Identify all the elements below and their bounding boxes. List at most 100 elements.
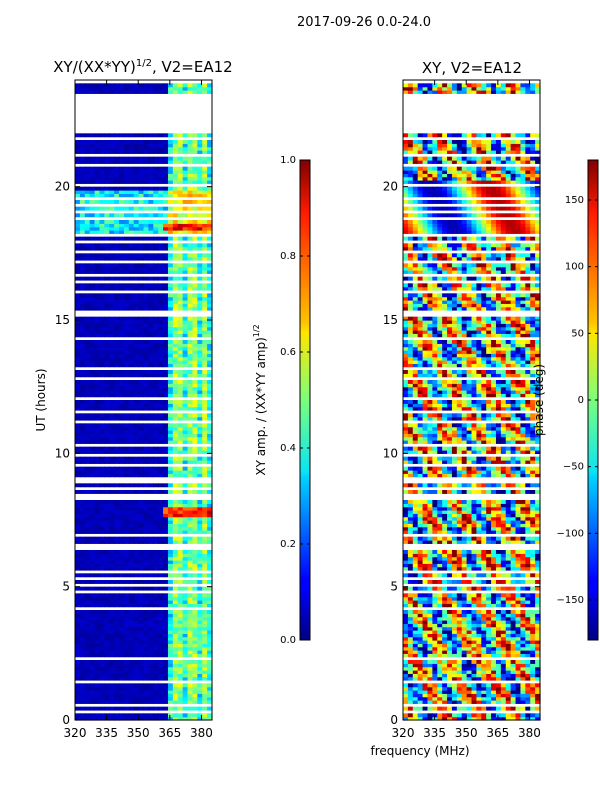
phase-cell [476, 620, 482, 624]
amplitude-cell [123, 566, 130, 571]
phase-cell [525, 650, 531, 654]
amplitude-cell [202, 530, 208, 534]
phase-cell [535, 666, 541, 671]
amplitude-cell [138, 600, 145, 604]
amplitude-cell [99, 686, 105, 691]
amplitude-cell [94, 450, 101, 454]
phase-cell [407, 640, 414, 644]
amplitude-cell [187, 500, 194, 504]
amplitude-cell [104, 243, 110, 248]
amplitude-cell [182, 563, 189, 568]
amplitude-cell [79, 413, 86, 418]
amplitude-cell [123, 383, 130, 388]
amplitude-cell [197, 683, 203, 688]
amplitude-cell [84, 700, 91, 704]
amplitude-cell [109, 296, 115, 301]
amplitude-cell [138, 86, 145, 91]
amplitude-cell [75, 170, 81, 174]
amplitude-cell [99, 623, 105, 628]
amplitude-cell [114, 270, 120, 274]
amplitude-cell [177, 540, 184, 544]
phase-row [403, 683, 541, 688]
amplitude-row [75, 370, 213, 374]
amplitude-cell [197, 663, 203, 668]
phase-cell [447, 686, 453, 691]
phase-cell [456, 616, 463, 621]
amplitude-cell [182, 403, 189, 408]
phase-cell [486, 630, 492, 634]
amplitude-cell [143, 303, 149, 308]
amplitude-row [75, 520, 213, 524]
amplitude-cell [143, 400, 149, 404]
amplitude-cell [158, 430, 164, 434]
amplitude-cell [158, 323, 164, 328]
amplitude-cell [119, 620, 125, 624]
amplitude-cell [119, 506, 125, 511]
phase-cell [500, 626, 507, 631]
amplitude-cell [119, 190, 125, 194]
amplitude-cell [94, 333, 101, 338]
amplitude-cell [99, 610, 105, 614]
phase-cell [515, 653, 522, 658]
amplitude-cell [123, 83, 130, 88]
amplitude-cell [79, 246, 86, 251]
phase-cell [491, 620, 497, 624]
amplitude-cell [153, 360, 159, 364]
amplitude-cell [197, 416, 203, 421]
phase-cell [530, 626, 536, 631]
amplitude-cell [172, 563, 179, 568]
amplitude-cell [207, 566, 213, 571]
amplitude-cell [158, 446, 164, 451]
amplitude-cell [143, 140, 149, 144]
amplitude-cell [84, 683, 91, 688]
phase-cell [500, 616, 507, 621]
amplitude-cell [158, 716, 164, 721]
amplitude-row [75, 266, 213, 271]
phase-cell [525, 600, 531, 604]
amplitude-cell [138, 596, 145, 601]
amplitude-cell [123, 596, 130, 601]
amplitude-cell [128, 146, 135, 151]
amplitude-cell [138, 220, 145, 224]
amplitude-cell [128, 330, 135, 334]
amplitude-cell [207, 553, 213, 558]
amplitude-cell [182, 456, 189, 461]
amplitude-cell [167, 700, 174, 704]
amplitude-cell [109, 360, 115, 364]
amplitude-cell [187, 213, 194, 218]
amplitude-row [75, 406, 213, 411]
amplitude-cell [109, 423, 115, 428]
phase-cell [520, 660, 526, 664]
amplitude-cell [138, 556, 145, 561]
amplitude-cell [99, 573, 105, 578]
amplitude-cell [143, 636, 149, 641]
amplitude-row [75, 393, 213, 398]
amplitude-cell [89, 416, 96, 421]
amplitude-cell [75, 416, 81, 421]
amplitude-row [75, 383, 213, 388]
amplitude-cell [177, 530, 184, 534]
amplitude-cell [128, 373, 135, 378]
amplitude-cell [104, 186, 110, 191]
amplitude-cell [128, 580, 135, 584]
phase-cell [486, 700, 492, 704]
phase-cell [427, 640, 433, 644]
amplitude-cell [84, 230, 91, 234]
amplitude-cell [109, 553, 115, 558]
amplitude-cell [94, 146, 101, 151]
amplitude-cell [133, 666, 140, 671]
amplitude-cell [143, 263, 149, 268]
phase-cell [481, 706, 487, 711]
amplitude-cell [104, 706, 110, 711]
amplitude-cell [182, 620, 189, 624]
amplitude-cell [123, 256, 130, 261]
amplitude-row [75, 326, 213, 331]
phase-cell [412, 706, 419, 711]
amplitude-cell [207, 266, 213, 271]
amplitude-row [75, 140, 213, 144]
phase-cell [491, 713, 497, 718]
amplitude-cell [177, 246, 184, 251]
phase-cell [510, 603, 517, 608]
amplitude-cell [79, 363, 86, 368]
amplitude-cell [114, 603, 120, 608]
